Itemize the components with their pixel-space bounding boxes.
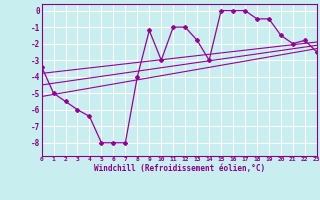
X-axis label: Windchill (Refroidissement éolien,°C): Windchill (Refroidissement éolien,°C): [94, 164, 265, 173]
